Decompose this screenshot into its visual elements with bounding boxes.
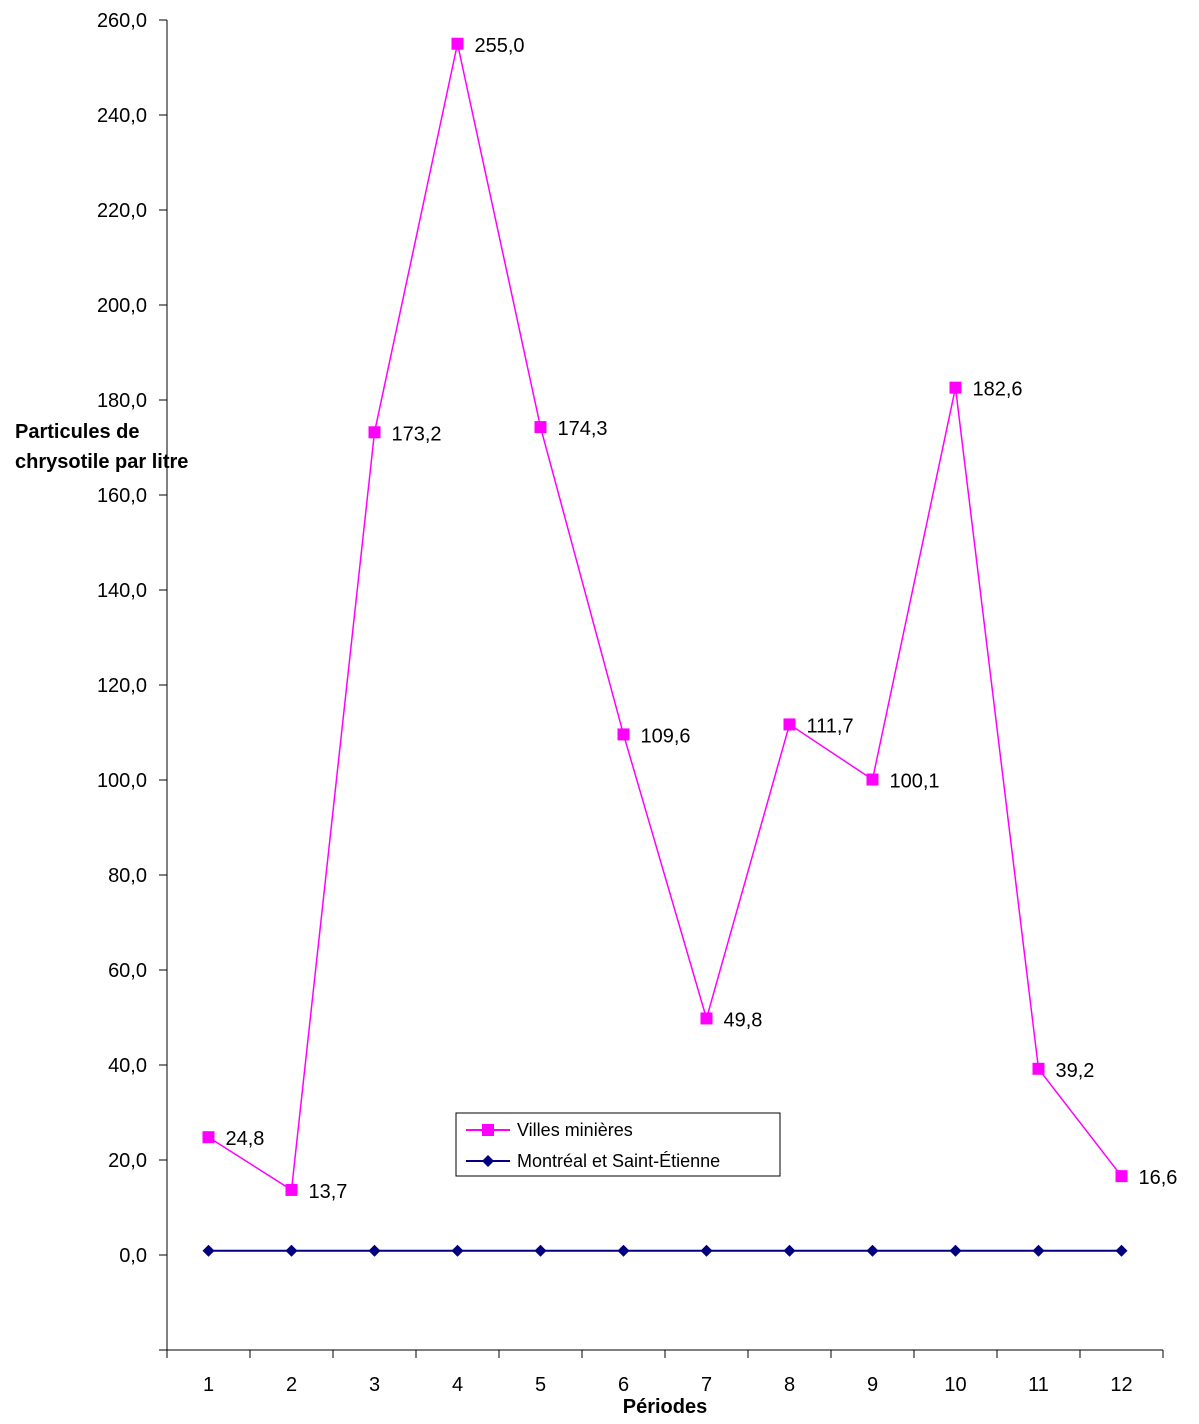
data-point-diamond [1115, 1244, 1128, 1257]
series-line [208, 43, 1123, 1192]
data-point-square [285, 1183, 298, 1196]
y-tick-label: 0,0 [119, 1245, 147, 1267]
data-label: 39,2 [1056, 1060, 1095, 1082]
y-tick-label: 200,0 [97, 295, 147, 317]
data-point-diamond [617, 1244, 630, 1257]
y-axis: 0,0 20,0 40,0 60,0 80,0 100,0 120,0 140,0 160,0 1… [97, 10, 168, 1351]
x-tick-label: 9 [867, 1374, 878, 1396]
data-point-diamond [866, 1244, 879, 1257]
data-point-diamond [368, 1244, 381, 1257]
data-point-square [700, 1012, 713, 1025]
x-tick-label: 7 [701, 1374, 712, 1396]
legend: Villes minières Montréal et Saint-Étienne [455, 1112, 781, 1177]
data-point-square [534, 421, 547, 434]
data-point-diamond [285, 1244, 298, 1257]
y-tick-label: 60,0 [108, 960, 147, 982]
data-point-square [368, 426, 381, 439]
data-label: 109,6 [641, 725, 691, 747]
y-tick-label: 180,0 [97, 390, 147, 412]
y-tick-label: 160,0 [97, 485, 147, 507]
y-tick-label: 240,0 [97, 105, 147, 127]
data-label: 111,7 [807, 715, 854, 737]
data-point-square [783, 718, 796, 731]
y-tick-label: 80,0 [108, 865, 147, 887]
data-point-diamond [783, 1244, 796, 1257]
data-label: 13,7 [309, 1181, 348, 1203]
data-label: 182,6 [973, 379, 1023, 401]
x-tick-label: 6 [618, 1374, 629, 1396]
x-tick-label: 10 [944, 1374, 966, 1396]
data-point-square [866, 773, 879, 786]
data-point-square [451, 37, 464, 50]
y-tick-label: 100,0 [97, 770, 147, 792]
data-point-square [1115, 1170, 1128, 1183]
data-label: 173,2 [392, 423, 442, 445]
data-label: 174,3 [558, 418, 608, 440]
x-tick-label: 4 [452, 1374, 463, 1396]
data-point-diamond [534, 1244, 547, 1257]
data-label: 16,6 [1139, 1167, 1178, 1189]
x-axis-title: Périodes [623, 1396, 707, 1418]
data-point-square [949, 381, 962, 394]
x-tick-label: 8 [784, 1374, 795, 1396]
data-point-diamond [1032, 1244, 1045, 1257]
legend-box [455, 1112, 781, 1177]
data-point-diamond [202, 1244, 215, 1257]
legend-marker-diamond [482, 1155, 494, 1167]
y-tick-label: 140,0 [97, 580, 147, 602]
y-tick-label: 220,0 [97, 200, 147, 222]
x-tick-label: 1 [203, 1374, 214, 1396]
y-axis-title-line-1: Particules de [15, 421, 140, 443]
x-tick-label: 12 [1110, 1374, 1132, 1396]
y-tick-label: 40,0 [108, 1055, 147, 1077]
legend-label: Montréal et Saint-Étienne [517, 1151, 720, 1171]
data-label: 255,0 [475, 35, 525, 57]
data-point-diamond [451, 1244, 464, 1257]
data-label: 100,1 [890, 771, 940, 793]
data-labels: 24,8 13,7 173,2 255,0 174,3 109,6 49,8 111,7 100… [226, 35, 1178, 1203]
data-point-diamond [949, 1244, 962, 1257]
legend-marker-square [482, 1124, 494, 1136]
data-point-square [617, 728, 630, 741]
data-label: 24,8 [226, 1128, 265, 1150]
x-tick-label: 11 [1028, 1374, 1049, 1396]
y-tick-label: 260,0 [97, 10, 147, 32]
x-axis: 1 2 3 4 5 6 7 8 9 10 11 12 [166, 1349, 1164, 1396]
x-tick-label: 5 [535, 1374, 546, 1396]
data-label: 49,8 [724, 1009, 763, 1031]
y-tick-label: 120,0 [97, 675, 147, 697]
y-axis-title-line-2: chrysotile par litre [15, 451, 188, 473]
x-tick-label: 3 [369, 1374, 380, 1396]
legend-label: Villes minières [517, 1120, 633, 1140]
data-point-square [202, 1131, 215, 1144]
y-tick-label: 20,0 [108, 1150, 147, 1172]
series-layer [202, 37, 1128, 1257]
data-point-diamond [700, 1244, 713, 1257]
data-point-square [1032, 1062, 1045, 1075]
x-tick-label: 2 [286, 1374, 297, 1396]
